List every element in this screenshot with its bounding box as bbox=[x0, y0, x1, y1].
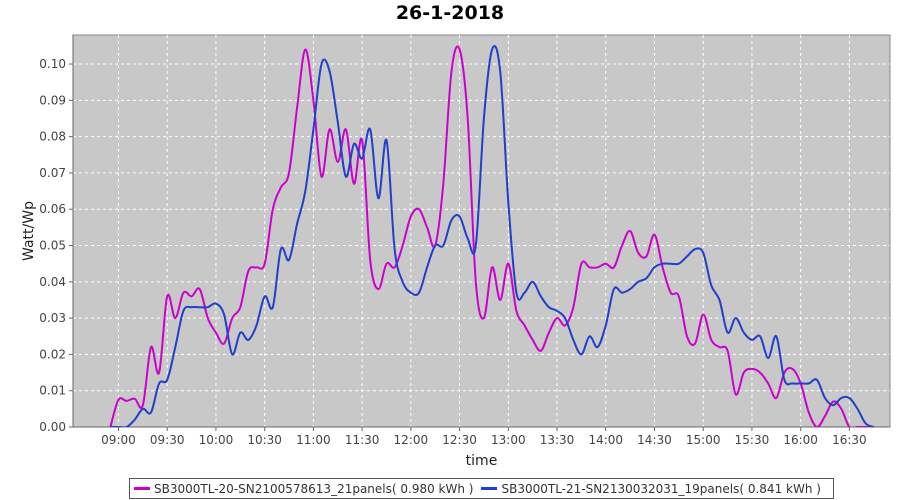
y-tick-label: 0.09 bbox=[39, 93, 66, 107]
x-tick-label: 16:00 bbox=[783, 433, 818, 447]
legend: SB3000TL-20-SN2100578613_21panels( 0.980… bbox=[129, 478, 834, 499]
x-tick-label: 15:00 bbox=[686, 433, 721, 447]
x-tick-label: 14:00 bbox=[588, 433, 623, 447]
legend-label-series-1: SB3000TL-20-SN2100578613_21panels( 0.980… bbox=[154, 481, 474, 496]
series-lines bbox=[109, 45, 875, 427]
x-tick-label: 11:00 bbox=[296, 433, 331, 447]
y-tick-label: 0.00 bbox=[39, 420, 66, 434]
x-tick-label: 12:30 bbox=[442, 433, 477, 447]
y-tick-label: 0.05 bbox=[39, 239, 66, 253]
x-tick-label: 10:00 bbox=[199, 433, 234, 447]
x-tick-label: 16:30 bbox=[832, 433, 867, 447]
y-tick-label: 0.10 bbox=[39, 57, 66, 71]
x-tick-label: 12:00 bbox=[394, 433, 429, 447]
axes: 0.00 0.01 0.02 0.03 0.04 0.05 0.06 0.07 0.08 0.09… bbox=[39, 35, 890, 447]
y-tick-label: 0.08 bbox=[39, 130, 66, 144]
x-tick-label: 09:30 bbox=[150, 433, 185, 447]
y-tick-label: 0.07 bbox=[39, 166, 66, 180]
legend-label-series-2: SB3000TL-21-SN2130032031_19panels( 0.841… bbox=[501, 481, 821, 496]
x-tick-label: 14:30 bbox=[637, 433, 672, 447]
x-tick-label: 13:00 bbox=[491, 433, 526, 447]
series-line-2 bbox=[110, 45, 875, 427]
y-tick-label: 0.04 bbox=[39, 275, 66, 289]
legend-swatch-series-1 bbox=[134, 487, 150, 490]
x-tick-label: 09:00 bbox=[101, 433, 136, 447]
legend-item-series-2: SB3000TL-21-SN2130032031_19panels( 0.841… bbox=[481, 481, 821, 496]
x-tick-label: 11:30 bbox=[345, 433, 380, 447]
chart-title: 26-1-2018 bbox=[395, 2, 505, 24]
legend-swatch-series-2 bbox=[481, 487, 498, 490]
y-tick-label: 0.03 bbox=[39, 311, 66, 325]
y-tick-label: 0.01 bbox=[39, 384, 66, 398]
y-tick-label: 0.06 bbox=[39, 202, 66, 216]
plot-area bbox=[72, 34, 891, 428]
x-tick-label: 10:30 bbox=[247, 433, 282, 447]
y-axis-title: Watt/Wp bbox=[21, 201, 37, 261]
grid-lines bbox=[73, 35, 890, 428]
x-axis-title: time bbox=[466, 453, 498, 469]
x-tick-label: 13:30 bbox=[540, 433, 575, 447]
series-line-1 bbox=[109, 45, 874, 427]
line-chart: 0.00 0.01 0.02 0.03 0.04 0.05 0.06 0.07 0.08 0.09… bbox=[21, 34, 891, 469]
x-tick-label: 15:30 bbox=[735, 433, 770, 447]
legend-item-series-1: SB3000TL-20-SN2100578613_21panels( 0.980… bbox=[134, 482, 473, 496]
y-tick-label: 0.02 bbox=[39, 347, 66, 361]
